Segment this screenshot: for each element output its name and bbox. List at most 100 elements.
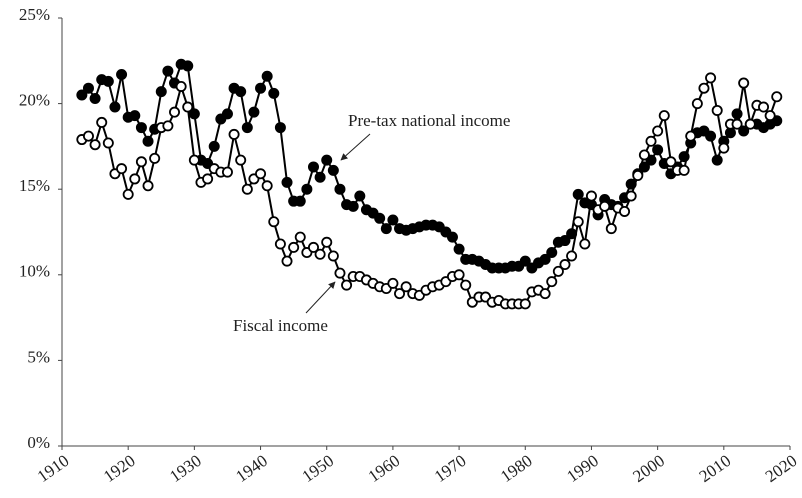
point <box>572 216 584 228</box>
point <box>572 188 584 200</box>
point <box>519 298 531 310</box>
point <box>638 161 650 173</box>
point <box>274 238 286 250</box>
point <box>116 163 128 175</box>
point <box>321 236 333 248</box>
point <box>314 171 326 183</box>
point <box>129 110 141 122</box>
point <box>685 130 697 142</box>
point <box>678 151 690 163</box>
point <box>625 190 637 202</box>
point <box>89 139 101 151</box>
point <box>698 82 710 94</box>
point <box>658 110 670 122</box>
point <box>771 91 783 103</box>
point <box>327 164 339 176</box>
point <box>129 173 141 185</box>
point <box>268 216 280 228</box>
x-tick-label: 1980 <box>497 451 536 486</box>
point <box>274 122 286 134</box>
point <box>546 247 558 259</box>
point <box>281 255 293 267</box>
point <box>334 183 346 195</box>
x-tick-label: 1950 <box>299 451 338 486</box>
point <box>301 183 313 195</box>
point <box>579 238 591 250</box>
point <box>446 231 458 243</box>
point <box>255 168 267 180</box>
point <box>281 176 293 188</box>
point <box>327 250 339 262</box>
point <box>221 108 233 120</box>
point <box>645 135 657 147</box>
point <box>321 154 333 166</box>
point <box>142 135 154 147</box>
point <box>188 154 200 166</box>
point <box>354 190 366 202</box>
point <box>731 118 743 130</box>
point <box>380 223 392 235</box>
point <box>235 86 247 98</box>
point <box>453 243 465 255</box>
point <box>738 77 750 89</box>
point <box>314 248 326 260</box>
point <box>82 130 94 142</box>
point <box>731 108 743 120</box>
x-tick-label: 1930 <box>166 451 205 486</box>
point <box>76 89 88 101</box>
point <box>559 259 571 271</box>
point <box>188 108 200 120</box>
point <box>705 130 717 142</box>
point <box>294 195 306 207</box>
point <box>552 265 564 277</box>
point <box>652 144 664 156</box>
point <box>632 170 644 182</box>
y-tick-label: 5% <box>27 347 50 366</box>
point <box>116 68 128 80</box>
point <box>758 101 770 113</box>
x-tick-label: 2020 <box>762 451 801 486</box>
x-tick-label: 1990 <box>563 451 602 486</box>
point <box>566 250 578 262</box>
point <box>691 98 703 110</box>
point <box>519 255 531 267</box>
point <box>744 118 756 130</box>
x-tick-label: 1940 <box>232 451 271 486</box>
point <box>202 173 214 185</box>
point <box>453 269 465 281</box>
point <box>109 101 121 113</box>
point <box>764 110 776 122</box>
point <box>387 277 399 289</box>
point <box>400 281 412 293</box>
annotation-arrow <box>340 133 371 161</box>
point <box>307 161 319 173</box>
point <box>460 279 472 291</box>
point <box>341 279 353 291</box>
point <box>559 235 571 247</box>
point <box>585 190 597 202</box>
point <box>169 106 181 118</box>
point <box>255 82 267 94</box>
point <box>307 241 319 253</box>
point <box>235 154 247 166</box>
annotation: Pre-tax national income <box>348 111 510 130</box>
point <box>625 178 637 190</box>
x-tick-label: 1970 <box>431 451 470 486</box>
point <box>102 75 114 87</box>
x-tick-label: 1920 <box>100 451 139 486</box>
point <box>334 267 346 279</box>
point <box>208 140 220 152</box>
point <box>102 137 114 149</box>
y-tick-label: 20% <box>19 91 50 110</box>
point <box>155 86 167 98</box>
point <box>261 180 273 192</box>
point <box>347 200 359 212</box>
point <box>175 80 187 92</box>
y-tick-label: 15% <box>19 176 50 195</box>
point <box>241 122 253 134</box>
point <box>387 214 399 226</box>
point <box>738 125 750 137</box>
point <box>89 92 101 104</box>
point <box>142 180 154 192</box>
